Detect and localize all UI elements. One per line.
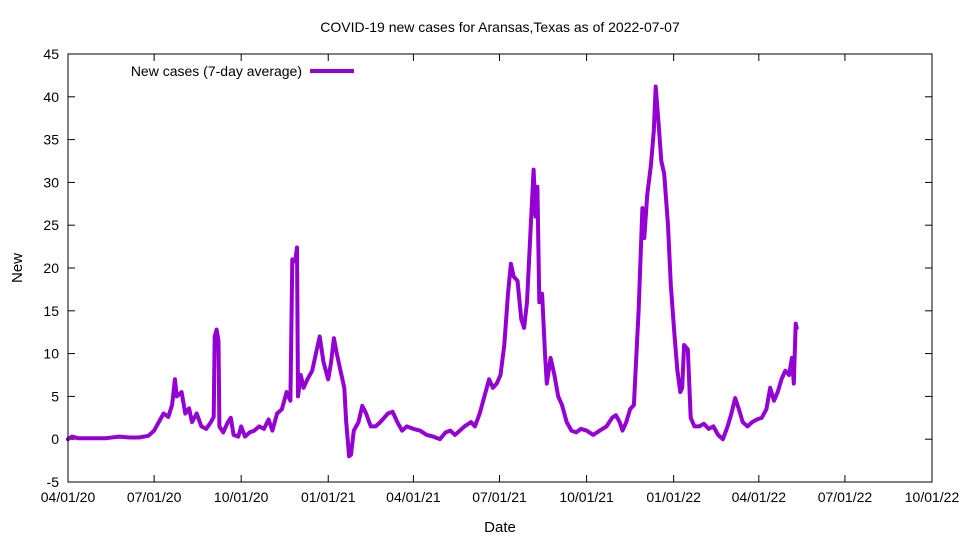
series-line (66, 84, 799, 459)
series-layer (66, 84, 799, 459)
x-axis-title: Date (484, 519, 516, 536)
legend-label: New cases (7-day average) (131, 63, 302, 79)
x-tick-label: 10/01/20 (214, 489, 269, 505)
legend: New cases (7-day average) (131, 63, 354, 79)
x-tick-label: 07/01/20 (127, 489, 182, 505)
y-tick-label: 40 (43, 89, 59, 105)
y-axis-title: New (9, 253, 26, 283)
y-tick-label: -5 (47, 474, 60, 490)
y-tick-label: 35 (43, 132, 59, 148)
x-tick-label: 07/01/22 (818, 489, 873, 505)
y-tick-label: 15 (43, 303, 59, 319)
y-tick-label: 25 (43, 217, 59, 233)
x-tick-label: 01/01/21 (301, 489, 356, 505)
plot-frame (67, 53, 933, 483)
x-tick-label: 04/01/21 (386, 489, 441, 505)
x-tick-label: 04/01/20 (41, 489, 96, 505)
chart-title: COVID-19 new cases for Aransas,Texas as … (320, 19, 680, 35)
x-tick-label: 04/01/22 (732, 489, 787, 505)
y-tick-label: 5 (51, 388, 59, 404)
y-axis: -5 0 5 10 15 20 25 30 35 40 45 (43, 46, 932, 490)
x-axis: 04/01/20 07/01/20 10/01/20 01/01/21 04/01/21… (41, 54, 960, 505)
x-tick-label: 10/01/21 (559, 489, 614, 505)
y-tick-label: 20 (43, 260, 59, 276)
x-tick-label: 01/01/22 (646, 489, 701, 505)
x-tick-label: 07/01/21 (472, 489, 527, 505)
y-tick-label: 10 (43, 346, 59, 362)
y-tick-label: 30 (43, 174, 59, 190)
y-tick-label: 45 (43, 46, 59, 62)
x-tick-label: 10/01/22 (905, 489, 960, 505)
y-tick-label: 0 (51, 431, 59, 447)
